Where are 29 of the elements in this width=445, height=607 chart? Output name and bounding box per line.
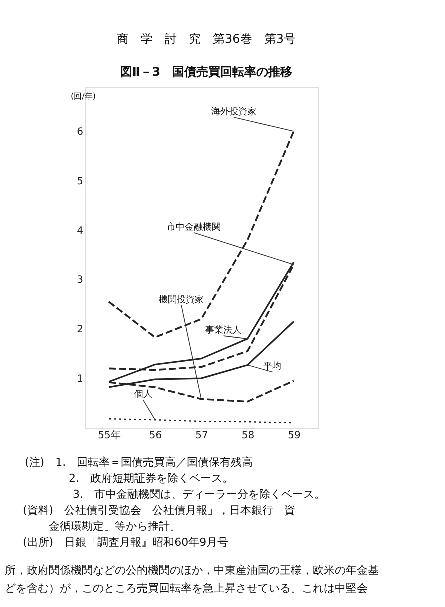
text: どを含む）が，このところ売買回転率を急上昇させている。これは中堅会 [5,582,368,595]
text: (資料) 公社債引受協会「公社債月報」，日本銀行「資 [23,504,296,517]
x-tick-label: 58 [242,430,255,442]
series-label: 事業法人 [206,325,242,336]
text: 海外投資家 [211,106,256,118]
y-tick-label: 6 [77,126,84,138]
x-tick-label: 55年 [98,430,121,442]
chart-title: 図Ⅱ－3 国債売買回転率の推移 [120,65,293,79]
x-tick-label: 59 [288,430,301,442]
y-tick-label: 3 [77,275,84,286]
y-tick-label: 5 [77,176,84,188]
text: 金循環勘定」等から推計。 [49,520,181,533]
text: 所，政府関係機関などの公的機関のほか，中東産油国の王様，欧米の年金基 [5,564,379,577]
text: 市中金融機関 [166,222,221,233]
text: 機関投資家 [159,294,204,306]
x-tick-label: 56 [149,430,162,442]
text: 2. 政府短期証券を除くベース。 [69,472,234,485]
text: (出所) 日銀『調査月報』昭和60年9月号 [23,536,229,549]
text: 3. 市中金融機関は、ディーラー分を除くベース。 [73,488,326,501]
series-label: 平均 [264,361,282,372]
y-tick-label: 2 [77,324,84,336]
y-axis-title: (回/年) [71,92,96,101]
text: 個人 [134,389,152,400]
y-tick-label: 1 [77,374,84,386]
text: 商 学 討 究 第36巻 第3号 [117,32,296,46]
text: (注) 1. 回転率＝国債売買高／国債保有残高 [25,456,254,469]
line-series [108,130,295,338]
x-tick-label: 57 [196,430,208,442]
y-tick-label: 4 [77,226,84,237]
